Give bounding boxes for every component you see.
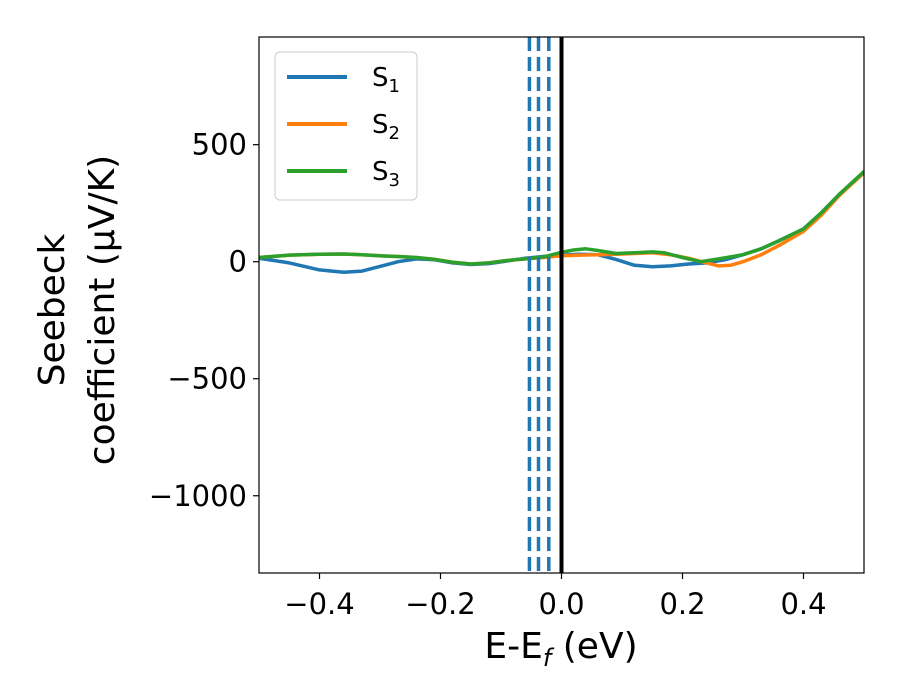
x-tick-label: 0.2 [659, 587, 705, 621]
x-tick-label: 0.0 [538, 587, 584, 621]
legend: S1 S2 S3 [274, 51, 418, 201]
legend-entry-s2: S2 [287, 110, 400, 144]
legend-label-s1: S1 [372, 63, 400, 97]
y-axis-label-line1: Seebeck [32, 233, 73, 386]
x-tick-label: 0.4 [780, 587, 826, 621]
y-tick-label: −500 [167, 362, 247, 396]
legend-entry-s1: S1 [287, 63, 400, 97]
legend-label-s3: S3 [372, 157, 400, 191]
x-tick-label: −0.2 [405, 587, 475, 621]
legend-entry-s3: S3 [287, 157, 400, 191]
x-axis-label: E-Ef (eV) [484, 626, 637, 672]
x-tick-label: −0.4 [284, 587, 354, 621]
y-axis-label-line2: coefficient (μV/K) [82, 155, 123, 465]
plot-lines [259, 37, 864, 573]
y-tick-labels: 500 0 −500 −1000 [149, 128, 247, 513]
y-tick-label: 0 [229, 245, 247, 279]
y-tick-label: −1000 [149, 479, 247, 513]
y-tick-label: 500 [192, 128, 247, 162]
legend-label-s2: S2 [372, 110, 400, 144]
x-tick-labels: −0.4 −0.2 0.0 0.2 0.4 [284, 587, 826, 621]
series-line-s3 [259, 169, 864, 266]
y-axis-label: Seebeck coefficient (μV/K) [32, 155, 123, 465]
